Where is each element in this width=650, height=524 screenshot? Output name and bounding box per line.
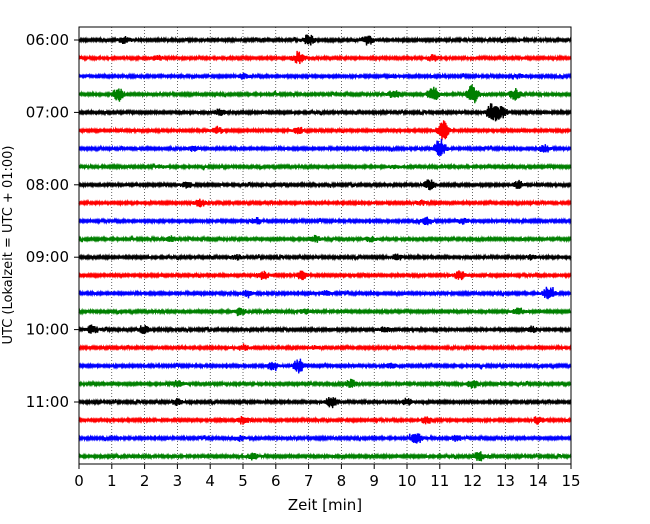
trace-07:15 [78,120,572,141]
y-tick-label-07:00: 07:00 [26,103,69,121]
trace-10:30 [78,358,572,374]
x-tick-label-8: 8 [337,472,347,490]
y-tick-label-09:00: 09:00 [26,248,69,266]
trace-08:15 [78,198,572,208]
trace-10:45 [78,378,572,389]
trace-06:45 [78,84,572,104]
trace-08:00 [78,179,572,191]
x-tick-label-7: 7 [304,472,314,490]
y-tick-layer: 06:00 07:00 08:00 09:00 10:00 11:00 [26,31,79,411]
trace-11:45 [78,451,572,462]
trace-06:30 [78,72,572,81]
y-axis-label: UTC (Lokalzeit = UTC + 01:00) [1,146,16,345]
x-tick-label-11: 11 [430,472,449,490]
trace-11:30 [78,433,572,444]
x-tick-label-9: 9 [369,472,379,490]
y-tick-label-08:00: 08:00 [26,176,69,194]
trace-09:15 [78,270,572,281]
trace-09:00 [78,253,572,262]
trace-10:00 [78,324,572,335]
y-tick-label-11:00: 11:00 [26,393,69,411]
grid-layer [111,27,539,464]
y-tick-label-06:00: 06:00 [26,31,69,49]
plot-frame [78,26,572,465]
x-tick-label-6: 6 [271,472,281,490]
trace-08:30 [78,216,572,226]
trace-09:30 [78,286,572,300]
x-tick-label-4: 4 [205,472,215,490]
trace-10:15 [78,343,572,352]
trace-07:45 [78,162,572,171]
trace-08:45 [78,234,572,244]
trace-07:00 [78,103,572,122]
x-tick-label-13: 13 [496,472,515,490]
y-tick-label-10:00: 10:00 [26,321,69,339]
x-axis-label: Zeit [min] [288,496,362,514]
x-tick-label-14: 14 [529,472,548,490]
x-tick-label-10: 10 [397,472,416,490]
trace-07:30 [78,138,572,156]
x-tick-label-12: 12 [463,472,482,490]
trace-06:00 [78,34,572,46]
x-tick-label-3: 3 [173,472,183,490]
trace-06:15 [78,50,572,65]
trace-layer [78,34,572,462]
x-tick-label-5: 5 [238,472,248,490]
trace-11:00 [78,397,572,409]
x-tick-label-0: 0 [74,472,84,490]
trace-09:45 [78,307,572,317]
x-tick-label-15: 15 [561,472,580,490]
trace-11:15 [78,415,572,425]
x-tick-label-2: 2 [140,472,150,490]
x-tick-label-1: 1 [107,472,117,490]
x-tick-layer: 0 1 2 3 4 5 6 7 8 9 10 11 12 13 14 15 [74,464,581,490]
